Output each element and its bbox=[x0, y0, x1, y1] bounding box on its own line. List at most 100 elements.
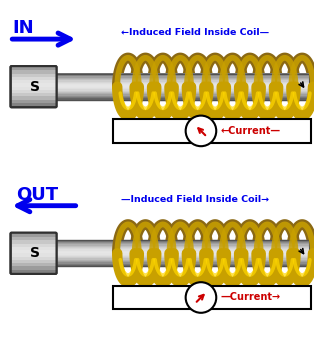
Bar bbox=[119, 253, 309, 255]
Bar bbox=[12, 86, 56, 90]
Bar bbox=[119, 77, 309, 79]
Bar bbox=[13, 85, 309, 87]
Bar bbox=[13, 242, 309, 244]
Bar bbox=[12, 233, 56, 237]
Bar bbox=[12, 259, 56, 263]
Text: —Induced Field Inside Coil→: —Induced Field Inside Coil→ bbox=[121, 195, 269, 204]
Bar bbox=[12, 266, 56, 270]
Bar bbox=[119, 245, 309, 247]
Bar bbox=[13, 79, 309, 80]
Bar bbox=[12, 73, 56, 77]
Bar bbox=[119, 97, 309, 98]
Bar bbox=[119, 259, 309, 261]
Bar bbox=[119, 73, 309, 75]
Bar bbox=[119, 80, 309, 82]
Bar bbox=[13, 245, 309, 247]
Bar bbox=[13, 263, 309, 265]
Bar bbox=[119, 91, 309, 93]
Bar bbox=[13, 265, 309, 266]
Bar bbox=[13, 240, 309, 266]
Bar bbox=[119, 74, 309, 76]
Bar bbox=[12, 237, 56, 240]
Text: S: S bbox=[30, 246, 40, 260]
Bar bbox=[12, 262, 56, 266]
Bar bbox=[119, 79, 309, 80]
Bar bbox=[119, 244, 309, 245]
Bar bbox=[13, 97, 309, 98]
Bar bbox=[13, 91, 309, 93]
Bar bbox=[119, 249, 309, 251]
Bar bbox=[12, 240, 56, 243]
Bar bbox=[119, 262, 309, 264]
Bar bbox=[119, 82, 309, 84]
Bar bbox=[119, 240, 309, 266]
Bar bbox=[119, 87, 309, 89]
Bar bbox=[13, 259, 309, 261]
Bar bbox=[13, 260, 309, 262]
Bar bbox=[119, 252, 309, 253]
Bar bbox=[119, 265, 309, 266]
Bar bbox=[12, 243, 56, 247]
Circle shape bbox=[186, 116, 216, 146]
Bar bbox=[119, 241, 309, 243]
Bar bbox=[13, 246, 309, 248]
Text: IN: IN bbox=[13, 19, 34, 37]
Bar bbox=[13, 84, 309, 85]
Text: OUT: OUT bbox=[16, 186, 58, 204]
Bar bbox=[12, 250, 56, 253]
Bar bbox=[12, 99, 56, 103]
Bar bbox=[12, 80, 56, 83]
Bar bbox=[13, 254, 309, 256]
Bar bbox=[13, 252, 309, 253]
Bar bbox=[113, 286, 311, 309]
Bar bbox=[119, 240, 309, 242]
Bar bbox=[12, 102, 56, 106]
Bar bbox=[119, 74, 309, 100]
Bar bbox=[12, 67, 56, 70]
Circle shape bbox=[186, 282, 216, 313]
Bar bbox=[13, 253, 309, 255]
Bar bbox=[119, 95, 309, 97]
Bar bbox=[13, 240, 309, 242]
Bar bbox=[12, 89, 56, 93]
Bar bbox=[12, 246, 56, 250]
Bar bbox=[12, 70, 56, 74]
Bar bbox=[13, 81, 309, 83]
Bar bbox=[119, 93, 309, 95]
Bar bbox=[119, 250, 309, 252]
Bar bbox=[13, 73, 309, 75]
Bar bbox=[12, 83, 56, 87]
Bar bbox=[13, 82, 309, 84]
Bar bbox=[119, 81, 309, 83]
Bar bbox=[119, 246, 309, 248]
Bar bbox=[119, 86, 309, 88]
Bar bbox=[13, 76, 309, 78]
Bar bbox=[13, 244, 309, 245]
Bar bbox=[113, 119, 311, 143]
Bar bbox=[12, 96, 56, 100]
Text: S: S bbox=[30, 80, 40, 94]
Bar bbox=[119, 242, 309, 244]
Bar bbox=[13, 80, 309, 82]
Bar bbox=[13, 98, 309, 100]
Bar bbox=[12, 269, 56, 273]
Bar bbox=[13, 77, 309, 79]
Text: ←Induced Field Inside Coil—: ←Induced Field Inside Coil— bbox=[121, 29, 269, 37]
Bar bbox=[13, 257, 309, 258]
Bar bbox=[13, 250, 309, 252]
Bar bbox=[119, 76, 309, 78]
Bar bbox=[13, 74, 309, 76]
Bar bbox=[13, 249, 309, 251]
Bar bbox=[13, 248, 309, 250]
Bar bbox=[12, 93, 56, 97]
FancyBboxPatch shape bbox=[11, 66, 57, 107]
Bar bbox=[13, 241, 309, 243]
Bar bbox=[119, 263, 309, 265]
FancyBboxPatch shape bbox=[11, 233, 57, 274]
Text: ←Current—: ←Current— bbox=[221, 126, 281, 136]
Bar bbox=[13, 95, 309, 97]
Bar bbox=[119, 94, 309, 96]
Bar bbox=[119, 85, 309, 87]
Text: —Current→: —Current→ bbox=[221, 292, 281, 303]
Bar bbox=[12, 256, 56, 260]
